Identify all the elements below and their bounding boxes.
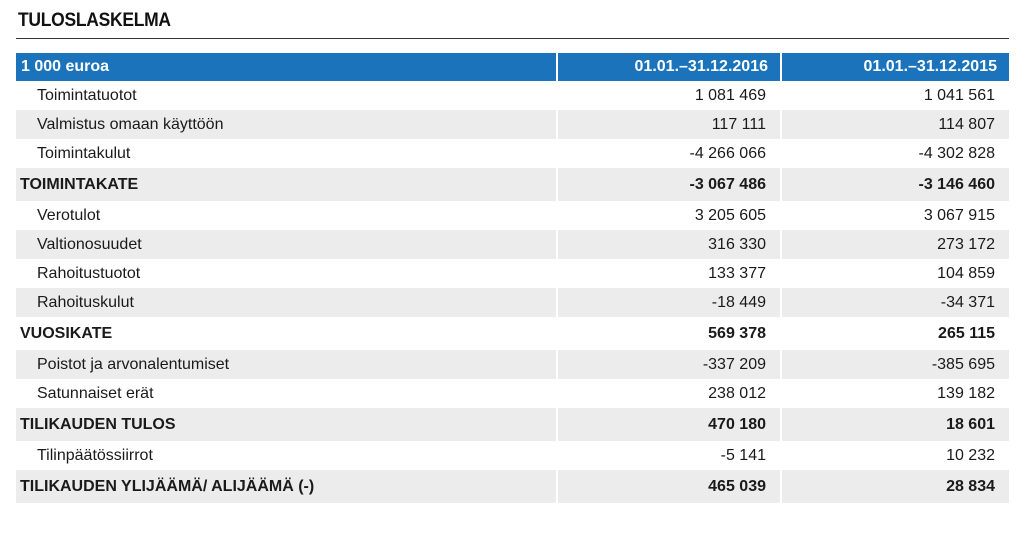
row-label: Rahoitustuotot xyxy=(16,259,556,288)
value-2016: 470 180 xyxy=(556,408,782,441)
header-period-2016: 01.01.–31.12.2016 xyxy=(556,53,782,81)
value-2015: 104 859 xyxy=(782,259,1009,288)
income-statement-table: 1 000 euroa 01.01.–31.12.2016 01.01.–31.… xyxy=(16,53,1009,503)
value-2015: 1 041 561 xyxy=(782,81,1009,110)
table-row: Tilinpäätössiirrot -5 141 10 232 xyxy=(16,441,1009,470)
value-2015: 28 834 xyxy=(782,470,1009,503)
value-2015: 265 115 xyxy=(782,317,1009,350)
row-label: Valtionosuudet xyxy=(16,230,556,259)
value-2015: -4 302 828 xyxy=(782,139,1009,168)
table-row: Verotulot 3 205 605 3 067 915 xyxy=(16,201,1009,230)
value-2016: 569 378 xyxy=(556,317,782,350)
value-2015: 114 807 xyxy=(782,110,1009,139)
value-2015: 18 601 xyxy=(782,408,1009,441)
value-2016: 3 205 605 xyxy=(556,201,782,230)
value-2015: -3 146 460 xyxy=(782,168,1009,201)
subtotal-row: TOIMINTAKATE -3 067 486 -3 146 460 xyxy=(16,168,1009,201)
row-label: VUOSIKATE xyxy=(16,317,556,350)
value-2016: -337 209 xyxy=(556,350,782,379)
value-2016: 316 330 xyxy=(556,230,782,259)
value-2016: 117 111 xyxy=(556,110,782,139)
value-2016: -3 067 486 xyxy=(556,168,782,201)
value-2016: 1 081 469 xyxy=(556,81,782,110)
table-row: Toimintakulut -4 266 066 -4 302 828 xyxy=(16,139,1009,168)
row-label: Verotulot xyxy=(16,201,556,230)
header-period-2015: 01.01.–31.12.2015 xyxy=(782,53,1009,81)
table-row: Poistot ja arvonalentumiset -337 209 -38… xyxy=(16,350,1009,379)
table-row: Rahoitustuotot 133 377 104 859 xyxy=(16,259,1009,288)
table-row: Valmistus omaan käyttöön 117 111 114 807 xyxy=(16,110,1009,139)
value-2016: 133 377 xyxy=(556,259,782,288)
value-2015: 10 232 xyxy=(782,441,1009,470)
table-header-row: 1 000 euroa 01.01.–31.12.2016 01.01.–31.… xyxy=(16,53,1009,81)
table-row: Rahoituskulut -18 449 -34 371 xyxy=(16,288,1009,317)
total-row: TILIKAUDEN YLIJÄÄMÄ/ ALIJÄÄMÄ (-) 465 03… xyxy=(16,470,1009,503)
value-2015: 3 067 915 xyxy=(782,201,1009,230)
value-2016: -18 449 xyxy=(556,288,782,317)
header-unit-label: 1 000 euroa xyxy=(16,53,556,81)
row-label: TILIKAUDEN TULOS xyxy=(16,408,556,441)
row-label: Poistot ja arvonalentumiset xyxy=(16,350,556,379)
value-2016: 465 039 xyxy=(556,470,782,503)
row-label: Valmistus omaan käyttöön xyxy=(16,110,556,139)
row-label: Satunnaiset erät xyxy=(16,379,556,408)
value-2016: 238 012 xyxy=(556,379,782,408)
row-label: TILIKAUDEN YLIJÄÄMÄ/ ALIJÄÄMÄ (-) xyxy=(16,470,556,503)
page-title: TULOSLASKELMA xyxy=(18,10,171,31)
value-2015: -34 371 xyxy=(782,288,1009,317)
row-label: Toimintatuotot xyxy=(16,81,556,110)
row-label: Tilinpäätössiirrot xyxy=(16,441,556,470)
table-row: Satunnaiset erät 238 012 139 182 xyxy=(16,379,1009,408)
value-2015: 139 182 xyxy=(782,379,1009,408)
row-label: Toimintakulut xyxy=(16,139,556,168)
value-2015: -385 695 xyxy=(782,350,1009,379)
table-row: Valtionosuudet 316 330 273 172 xyxy=(16,230,1009,259)
value-2016: -5 141 xyxy=(556,441,782,470)
table-row: Toimintatuotot 1 081 469 1 041 561 xyxy=(16,81,1009,110)
title-divider xyxy=(16,38,1009,39)
row-label: TOIMINTAKATE xyxy=(16,168,556,201)
value-2015: 273 172 xyxy=(782,230,1009,259)
row-label: Rahoituskulut xyxy=(16,288,556,317)
subtotal-row: TILIKAUDEN TULOS 470 180 18 601 xyxy=(16,408,1009,441)
subtotal-row: VUOSIKATE 569 378 265 115 xyxy=(16,317,1009,350)
value-2016: -4 266 066 xyxy=(556,139,782,168)
